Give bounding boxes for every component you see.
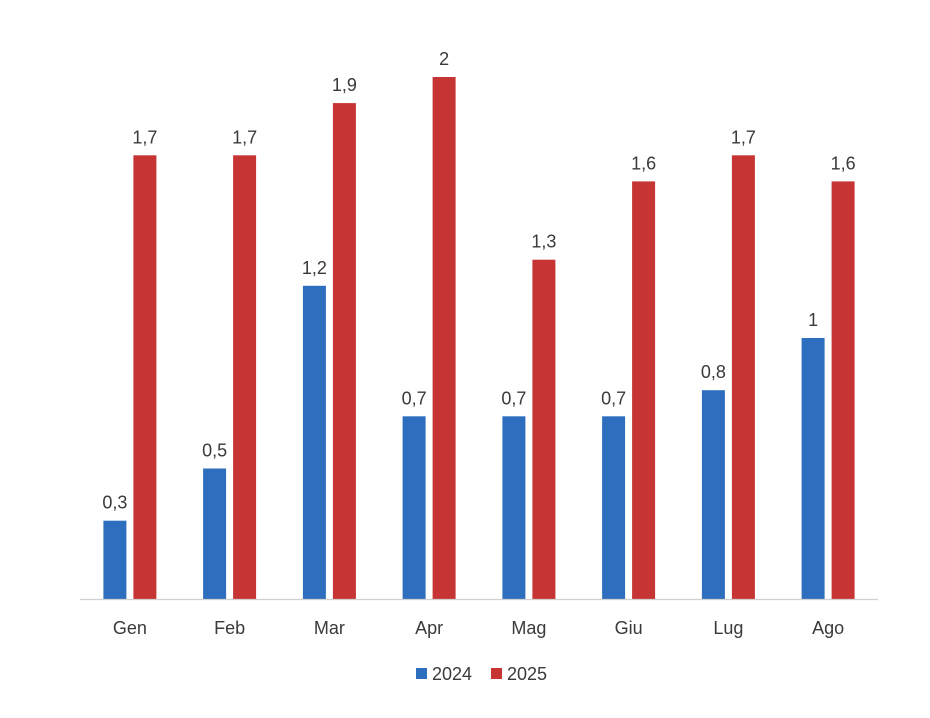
bar-2024-lug xyxy=(701,390,725,599)
category-label-giu: Giu xyxy=(615,618,643,638)
category-label-apr: Apr xyxy=(415,618,443,638)
category-label-mar: Mar xyxy=(314,618,345,638)
data-label-2025-mar: 1,9 xyxy=(332,75,357,95)
bars-group xyxy=(103,77,855,600)
data-label-2025-feb: 1,7 xyxy=(232,127,257,147)
legend-swatch-2024 xyxy=(416,668,427,679)
bar-2024-gen xyxy=(103,520,127,599)
data-label-2025-ago: 1,6 xyxy=(831,153,856,173)
data-label-2025-giu: 1,6 xyxy=(631,153,656,173)
data-label-2025-apr: 2 xyxy=(439,49,449,69)
data-label-2024-mag: 0,7 xyxy=(501,388,526,408)
bar-2024-ago xyxy=(801,338,825,599)
data-label-2024-ago: 1 xyxy=(808,310,818,330)
data-label-2024-feb: 0,5 xyxy=(202,441,227,461)
bar-2025-mar xyxy=(332,103,356,599)
bar-2025-ago xyxy=(831,181,855,599)
bar-2024-mar xyxy=(302,285,326,599)
data-label-2025-mag: 1,3 xyxy=(531,232,556,252)
data-label-2024-giu: 0,7 xyxy=(601,388,626,408)
bar-2025-mag xyxy=(532,259,556,599)
data-label-2024-mar: 1,2 xyxy=(302,258,327,278)
data-labels-group: 0,3 1,7 0,5 1,7 1,2 1,9 0,7 2 0,7 1,3 0,7 1,6 0,8 1,7… xyxy=(102,49,855,513)
category-label-mag: Mag xyxy=(511,618,546,638)
legend: 2024 2025 xyxy=(416,664,547,684)
category-label-feb: Feb xyxy=(214,618,245,638)
bar-2025-feb xyxy=(233,155,257,600)
legend-swatch-2025 xyxy=(491,668,502,679)
data-label-2024-apr: 0,7 xyxy=(402,388,427,408)
bar-2025-giu xyxy=(632,181,656,599)
category-label-gen: Gen xyxy=(113,618,147,638)
bar-2024-mag xyxy=(502,416,526,599)
category-labels-group: Gen Feb Mar Apr Mag Giu Lug Ago xyxy=(113,618,844,638)
legend-label-2025: 2025 xyxy=(507,664,547,684)
bar-2025-apr xyxy=(432,77,456,599)
data-label-2025-gen: 1,7 xyxy=(132,127,157,147)
legend-label-2024: 2024 xyxy=(432,664,472,684)
bar-2024-feb xyxy=(203,468,227,599)
data-label-2024-lug: 0,8 xyxy=(701,362,726,382)
bar-2025-gen xyxy=(133,155,157,600)
bar-2024-apr xyxy=(402,416,426,599)
data-label-2025-lug: 1,7 xyxy=(731,127,756,147)
bar-2025-lug xyxy=(731,155,755,600)
data-label-2024-gen: 0,3 xyxy=(102,493,127,513)
bar-2024-giu xyxy=(602,416,626,599)
category-label-ago: Ago xyxy=(812,618,844,638)
category-label-lug: Lug xyxy=(713,618,743,638)
